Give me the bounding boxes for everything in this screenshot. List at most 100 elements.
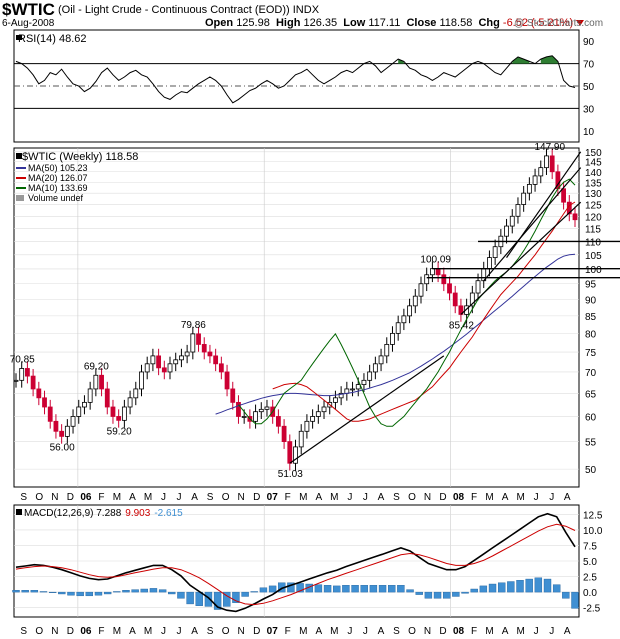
x-tick-label: N [51, 492, 58, 503]
x-tick-label: M [485, 492, 493, 503]
macd-histogram-bar [204, 591, 213, 607]
x-tick-label: F [471, 492, 477, 503]
price-candle [207, 351, 213, 357]
signal-line [15, 523, 576, 606]
signal-label: 9.903 [125, 508, 150, 519]
ma10-line [238, 178, 576, 427]
price-tick-label: 60 [585, 412, 597, 423]
price-candle [355, 384, 361, 390]
macd-histogram-bar [122, 590, 130, 593]
price-candle [224, 371, 230, 390]
macd-histogram-bar [497, 582, 506, 593]
macd-histogram-bar [461, 591, 469, 594]
macd-histogram-bar [195, 591, 203, 606]
price-candle [201, 344, 207, 353]
price-tick-label: 105 [585, 251, 602, 262]
price-candle [25, 368, 30, 377]
price-candle [253, 411, 258, 422]
macd-histogram-bar [250, 591, 258, 593]
macd-histogram-bar [268, 585, 277, 593]
price-candle [532, 175, 538, 185]
price-tick-label: 125 [585, 200, 602, 211]
price-candle [287, 441, 293, 464]
price-candle [87, 388, 93, 403]
price-candle [310, 416, 316, 422]
price-candle [452, 292, 458, 307]
macd-histogram-bar [360, 585, 368, 593]
macd-histogram-bar [406, 589, 414, 593]
macd-histogram-bar [158, 589, 167, 593]
price-candle [59, 430, 65, 437]
price-candle [104, 388, 110, 408]
price-tick-label: 80 [585, 329, 597, 340]
open-label: Open [205, 17, 234, 29]
price-candle [549, 155, 555, 173]
macd-histogram-bar [452, 591, 460, 597]
price-candle [53, 420, 59, 432]
price-candle [407, 305, 412, 317]
price-candle [161, 367, 167, 373]
price-candle [116, 416, 122, 421]
macd-histogram-bar [48, 591, 57, 593]
description: (Oil - Light Crude - Continuous Contract… [58, 4, 320, 16]
macd-histogram-bar [571, 591, 579, 609]
price-candle [93, 374, 99, 390]
price-tick-label: 145 [585, 158, 602, 169]
price-candle [429, 268, 435, 276]
price-candle [464, 305, 470, 315]
quote-line: Open 125.98 High 126.35 Low 117.11 Close… [205, 17, 585, 29]
price-candle [281, 425, 287, 443]
price-candle [275, 416, 281, 427]
low-label: Low [343, 17, 366, 29]
price-candle [504, 225, 509, 237]
macd-histogram-bar [186, 591, 194, 605]
price-candle [515, 204, 521, 217]
price-tick-label: 90 [585, 295, 597, 306]
macd-histogram-bar [552, 584, 561, 593]
legend-volume: Volume undef [28, 193, 84, 203]
x-tick-label: 08 [453, 492, 465, 503]
price-tick-label: 110 [585, 237, 601, 248]
x-axis-macd: S O N D 06 F M A M J J A S O N D 07 F M A M J J A S O N D 08 F M A M J J A [20, 626, 570, 637]
macd-histogram-bar [351, 585, 359, 593]
price-candle [458, 305, 464, 315]
price-tick-label: 150 [585, 148, 602, 159]
x-tick-label: 07 [267, 626, 279, 637]
price-candle [110, 406, 116, 417]
price-candle [418, 283, 424, 297]
down-arrow-icon [576, 20, 585, 27]
x-tick-label: A [315, 626, 322, 637]
price-annotation: 100.09 [420, 255, 451, 266]
price-candle [475, 280, 481, 294]
macd-histogram-bar [296, 583, 304, 593]
price-tick-label: 55 [585, 438, 597, 449]
macd-tick-label: 7.5 [583, 541, 597, 552]
price-candle [521, 192, 527, 205]
rsi-tick-label: 50 [583, 82, 595, 93]
x-tick-label: M [113, 626, 121, 637]
macd-histogram-bar [424, 591, 433, 599]
price-candle [298, 430, 304, 448]
x-tick-label: O [35, 492, 43, 503]
price-candle [321, 406, 327, 413]
macd-histogram-bar [443, 591, 451, 599]
macd-tick-label: -2.5 [583, 604, 601, 615]
legend-ma50: MA(50) 105.23 [28, 163, 88, 173]
price-candle [241, 416, 247, 418]
price-candle [390, 332, 395, 345]
x-tick-label: A [129, 492, 136, 503]
price-candle [42, 397, 47, 408]
macd-histogram-bar [516, 580, 524, 593]
x-tick-label: J [177, 626, 182, 637]
x-tick-label: M [113, 492, 121, 503]
x-tick-label: M [330, 626, 338, 637]
x-tick-label: S [20, 492, 27, 503]
price-annotation: 85.42 [449, 320, 474, 331]
x-tick-label: F [98, 492, 104, 503]
x-tick-label: N [238, 626, 245, 637]
macd-histogram-bar [168, 591, 176, 595]
macd-histogram-bar [369, 585, 378, 593]
price-candle [441, 274, 447, 285]
rsi-tick-label: 10 [583, 127, 595, 138]
